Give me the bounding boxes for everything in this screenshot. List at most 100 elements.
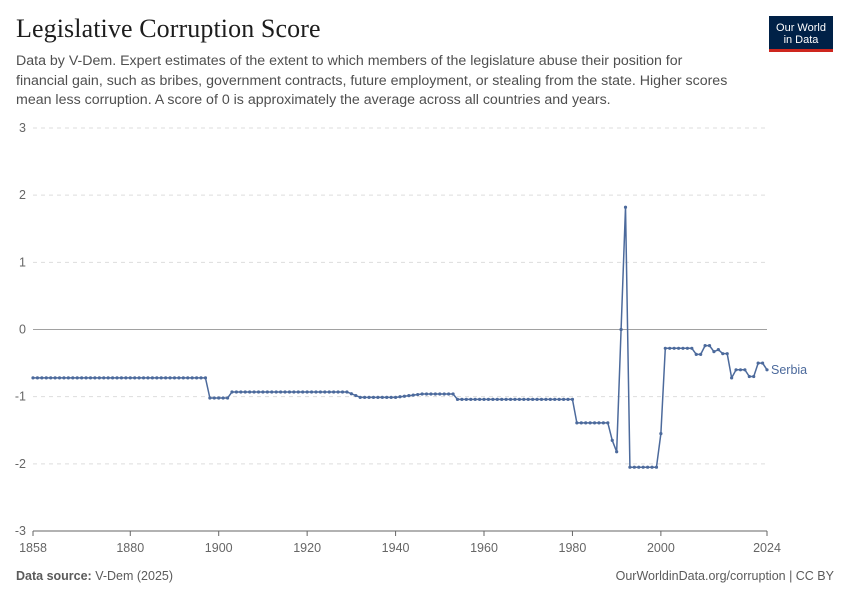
data-point [500,397,504,401]
data-point [57,376,62,380]
data-point [725,352,729,356]
data-point [765,368,769,372]
data-point [318,390,323,394]
data-point [615,450,619,454]
series-line-serbia [33,206,768,468]
data-point [314,390,318,394]
logo-line-1: Our World [776,21,826,34]
data-point [539,397,544,401]
data-point [495,397,499,401]
data-point [340,390,345,394]
data-point [221,396,225,400]
data-point [721,352,725,356]
data-point [570,397,575,401]
y-tick-label: -3 [15,524,26,538]
data-point [416,392,420,397]
data-point [703,344,707,348]
data-point [327,390,331,394]
data-point [84,376,88,380]
data-point [309,390,314,394]
data-point [504,397,508,401]
data-point [411,393,415,397]
data-point [141,376,146,380]
data-point [354,393,358,398]
data-point [433,392,437,396]
data-point [181,376,185,380]
data-point [482,397,486,401]
series-label-serbia: Serbia [771,363,807,377]
data-point [752,374,756,379]
data-point [690,346,694,350]
data-point [172,376,177,380]
data-point [217,396,221,400]
data-point [659,432,663,436]
data-point [508,397,513,401]
y-tick-label: -1 [15,390,26,404]
data-point [155,376,159,380]
data-point [287,390,292,394]
data-point [469,397,473,401]
x-tick-label: 1940 [382,541,410,555]
data-point [336,390,340,394]
data-point [97,376,101,380]
data-point [323,390,327,394]
data-point [756,361,760,365]
data-point [641,465,645,469]
data-point [402,394,407,398]
data-point [694,352,698,356]
data-point [575,421,579,425]
data-point [305,390,309,394]
data-point [274,390,278,394]
data-point [650,465,654,469]
data-point [234,390,238,394]
y-tick-label: -2 [15,457,26,471]
data-point [110,376,115,380]
data-point [190,376,194,380]
y-tick-label: 1 [19,255,26,269]
data-point [71,376,75,380]
data-point [124,376,128,380]
data-source-link[interactable]: V-Dem (2025) [95,569,174,583]
data-point [438,392,442,396]
owid-logo[interactable]: Our World in Data [769,16,833,52]
data-point [447,392,451,396]
data-point [208,396,212,400]
data-point [376,395,380,399]
data-point [239,390,243,394]
x-tick-label: 2024 [753,541,781,555]
data-point [464,397,468,401]
data-point [738,368,743,372]
data-point [301,390,305,394]
data-point [747,374,751,379]
data-point [106,376,110,380]
data-point [455,397,460,401]
data-point [535,397,539,401]
x-tick-label: 1858 [19,541,47,555]
data-point [716,348,720,352]
data-point [371,395,376,399]
data-point [548,397,552,401]
y-tick-label: 0 [19,323,26,337]
y-tick-label: 3 [19,121,26,135]
data-point [526,397,530,401]
data-point [66,376,70,380]
data-point [628,465,632,469]
data-point [115,376,119,380]
data-point [477,397,482,401]
data-point [40,376,44,380]
data-point [230,390,234,394]
data-point [345,390,349,394]
data-point [261,390,265,394]
data-point [597,421,601,425]
data-point [119,376,124,380]
data-point [385,395,389,399]
data-point [177,376,181,380]
data-point [393,395,398,399]
data-point [601,421,606,425]
data-point [676,346,681,350]
credit-link[interactable]: OurWorldinData.org/corruption | CC BY [615,569,834,583]
data-point [491,397,495,401]
data-point [164,376,168,380]
x-tick-label: 1980 [559,541,587,555]
